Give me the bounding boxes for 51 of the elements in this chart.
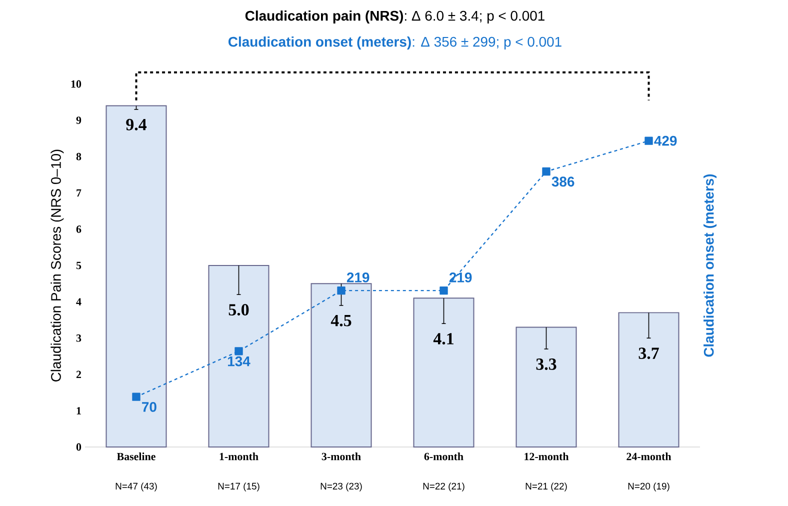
data-label: 5.0	[228, 304, 249, 316]
data-label: 219	[449, 272, 472, 282]
bar	[208, 265, 270, 448]
y-tick-label: 4	[76, 298, 82, 306]
data-label: 386	[552, 176, 574, 187]
y-axis-title: Claudication Pain Scores (NRS 0–10)	[50, 150, 64, 382]
y2-axis-title: Claudication onset (meters)	[704, 174, 717, 357]
x-tick-label: 24-month	[626, 452, 672, 460]
point	[440, 286, 448, 295]
x-tick-label: Baseline	[116, 452, 156, 460]
x-tick-label: 3-month	[322, 452, 361, 460]
point	[234, 347, 243, 356]
y-tick-label: 1	[76, 407, 81, 414]
y-tick-label: 2	[76, 370, 81, 378]
text: N=21 (22)	[526, 482, 567, 492]
text: N=22 (21)	[423, 482, 464, 492]
bar	[516, 326, 577, 448]
bar	[413, 298, 474, 448]
x-tick-label: 12-month	[524, 452, 569, 460]
data-label: 3.3	[536, 358, 556, 370]
y-tick-label: 3	[76, 334, 82, 342]
data-label: 429	[654, 136, 677, 146]
data-label: 4.5	[330, 314, 352, 326]
x-tick-label: 1-month	[220, 452, 258, 460]
point	[644, 136, 653, 145]
text: N=47 (43)	[116, 482, 157, 492]
text: N=20 (19)	[628, 482, 670, 492]
y-tick-label: 10	[71, 80, 82, 88]
chart-title: Claudication pain (NRS): Δ 6.0 ± 3.4; p < 0.001	[245, 10, 544, 24]
bar	[310, 283, 372, 448]
text: N=23 (23)	[320, 482, 362, 492]
chart-subtitle: Claudication onset (meters): Δ 356 ± 299; p < 0.001	[228, 36, 562, 50]
data-label: 70	[142, 402, 156, 412]
point	[337, 286, 346, 295]
bar	[106, 105, 167, 448]
data-label: 4.1	[433, 333, 454, 345]
y-tick-label: 8	[76, 152, 82, 160]
y-tick-label: 7	[76, 189, 82, 196]
data-label: 3.7	[638, 348, 659, 360]
data-label: 219	[346, 272, 370, 282]
point	[132, 392, 140, 401]
y-tick-label: 0	[76, 443, 82, 451]
x-tick-label: 6-month	[424, 452, 464, 460]
y-tick-label: 9	[76, 116, 82, 124]
bar	[618, 312, 680, 448]
data-label: 134	[228, 356, 250, 366]
data-label: 9.4	[126, 118, 147, 130]
y-tick-label: 6	[76, 226, 82, 233]
y-tick-label: 5	[76, 262, 82, 270]
text: N=17 (15)	[218, 482, 260, 492]
point	[542, 167, 550, 176]
